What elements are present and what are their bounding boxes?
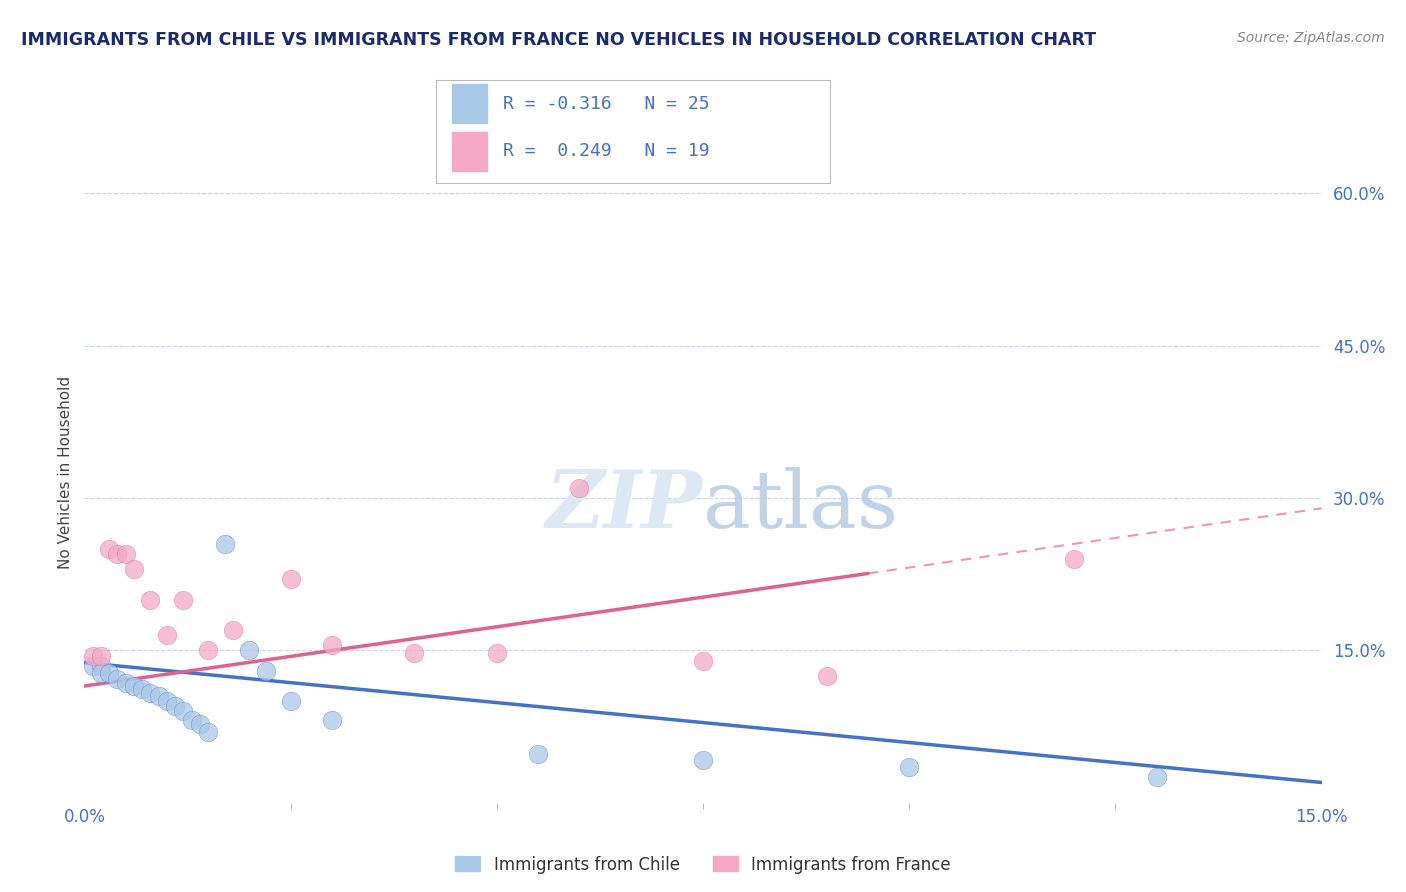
Point	[156, 694, 179, 708]
Point	[165, 699, 187, 714]
Point	[568, 481, 591, 495]
Point	[214, 537, 236, 551]
Point	[156, 628, 179, 642]
Point	[254, 664, 277, 678]
Text: R = -0.316   N = 25: R = -0.316 N = 25	[503, 95, 710, 113]
Point	[82, 658, 104, 673]
Point	[105, 672, 128, 686]
Point	[139, 592, 162, 607]
Point	[280, 694, 302, 708]
Point	[172, 705, 194, 719]
Point	[114, 547, 136, 561]
Point	[180, 713, 202, 727]
Text: Source: ZipAtlas.com: Source: ZipAtlas.com	[1237, 31, 1385, 45]
Point	[131, 681, 153, 696]
Point	[90, 648, 112, 663]
Point	[321, 639, 343, 653]
Text: atlas: atlas	[703, 467, 898, 545]
FancyBboxPatch shape	[451, 131, 486, 170]
Point	[222, 623, 245, 637]
Point	[527, 747, 550, 761]
Point	[139, 686, 162, 700]
Point	[188, 716, 211, 731]
Point	[98, 541, 121, 556]
Point	[122, 679, 145, 693]
Point	[197, 724, 219, 739]
Point	[172, 592, 194, 607]
Point	[1146, 771, 1168, 785]
Point	[148, 689, 170, 703]
Point	[90, 665, 112, 680]
Point	[280, 573, 302, 587]
Point	[122, 562, 145, 576]
Point	[692, 753, 714, 767]
Legend: Immigrants from Chile, Immigrants from France: Immigrants from Chile, Immigrants from F…	[449, 849, 957, 880]
Point	[98, 665, 121, 680]
Point	[1063, 552, 1085, 566]
Point	[692, 654, 714, 668]
Point	[197, 643, 219, 657]
Point	[321, 713, 343, 727]
Point	[90, 658, 112, 673]
Text: ZIP: ZIP	[546, 467, 703, 544]
Point	[898, 760, 921, 774]
Point	[82, 648, 104, 663]
Point	[404, 646, 426, 660]
FancyBboxPatch shape	[451, 85, 486, 123]
Point	[815, 669, 838, 683]
Point	[105, 547, 128, 561]
Text: IMMIGRANTS FROM CHILE VS IMMIGRANTS FROM FRANCE NO VEHICLES IN HOUSEHOLD CORRELA: IMMIGRANTS FROM CHILE VS IMMIGRANTS FROM…	[21, 31, 1097, 49]
Point	[485, 646, 508, 660]
Point	[238, 643, 260, 657]
Point	[114, 676, 136, 690]
Y-axis label: No Vehicles in Household: No Vehicles in Household	[58, 376, 73, 569]
Text: R =  0.249   N = 19: R = 0.249 N = 19	[503, 142, 710, 160]
